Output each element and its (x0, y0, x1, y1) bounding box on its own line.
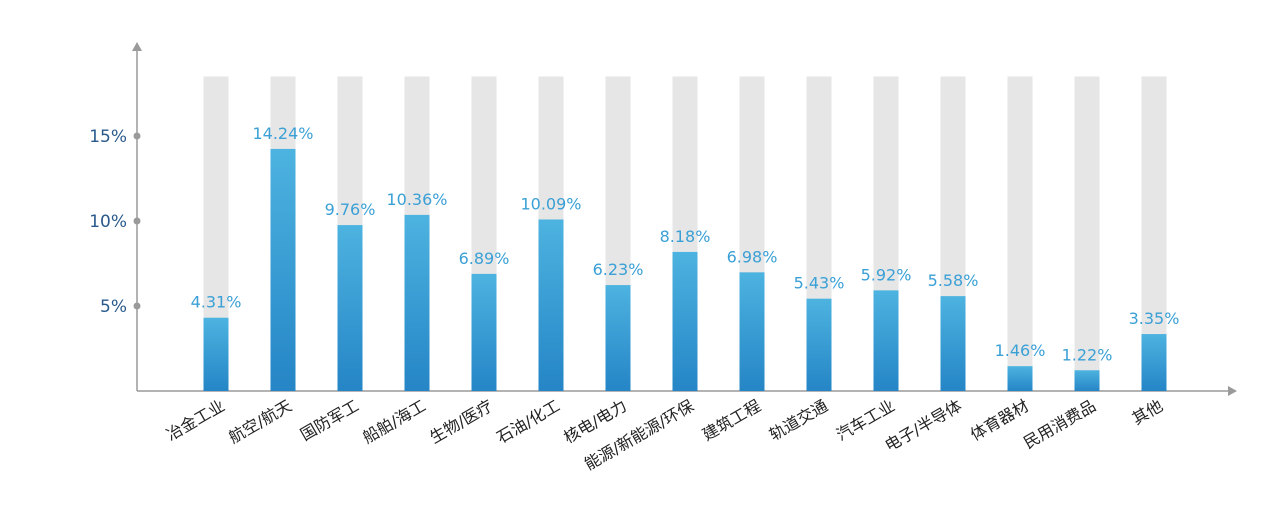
value-label-11: 5.58% (928, 271, 979, 290)
value-label-8: 6.98% (727, 247, 778, 266)
value-label-14: 3.35% (1129, 309, 1180, 328)
bar-3 (404, 214, 430, 391)
bar-6 (605, 285, 631, 391)
category-label-2: 国防军工 (297, 396, 362, 444)
value-label-5: 10.09% (520, 194, 581, 213)
y-tick-label-0: 5% (100, 297, 127, 317)
bar-1 (270, 148, 296, 391)
background-bar (1074, 76, 1100, 391)
category-label-14: 其他 (1129, 396, 1166, 428)
value-label-12: 1.46% (995, 341, 1046, 360)
bar-8 (739, 272, 765, 391)
category-label-8: 建筑工程 (699, 396, 764, 444)
y-axis-ticks: 5% 10% 15% (89, 127, 141, 317)
bar-14 (1141, 334, 1167, 391)
value-label-6: 6.23% (593, 260, 644, 279)
bar-10 (873, 290, 899, 391)
y-tick-dot (133, 132, 141, 140)
data-bars (203, 148, 1167, 391)
y-tick-label-1: 10% (89, 212, 127, 232)
value-label-4: 6.89% (459, 249, 510, 268)
category-label-11: 电子/半导体 (882, 396, 965, 455)
bar-2 (337, 225, 363, 391)
value-label-2: 9.76% (325, 200, 376, 219)
value-label-0: 4.31% (191, 293, 242, 312)
y-tick-label-2: 15% (89, 127, 127, 147)
category-label-13: 民用消费品 (1020, 396, 1099, 452)
value-labels: 4.31% 14.24% 9.76% 10.36% 6.89% 10.09% 6.23% 8.… (191, 124, 1180, 364)
value-label-10: 5.92% (861, 265, 912, 284)
category-label-1: 航空/航天 (225, 396, 295, 447)
value-label-13: 1.22% (1062, 345, 1113, 364)
value-label-1: 14.24% (252, 124, 313, 143)
background-bar (1007, 76, 1033, 391)
category-label-5: 石油/化工 (493, 396, 563, 447)
y-axis-arrow-icon (132, 42, 142, 51)
bar-7 (672, 251, 698, 391)
bar-9 (806, 298, 832, 391)
value-label-3: 10.36% (386, 190, 447, 209)
y-tick-dot (133, 217, 141, 225)
bar-12 (1007, 366, 1033, 391)
x-axis-arrow-icon (1228, 386, 1237, 396)
category-label-3: 船舶/海工 (359, 396, 429, 447)
bar-13 (1074, 370, 1100, 391)
bar-11 (940, 296, 966, 391)
bar-0 (203, 317, 229, 391)
category-label-4: 生物/医疗 (426, 396, 496, 447)
value-label-7: 8.18% (660, 227, 711, 246)
bar-5 (538, 219, 564, 391)
y-tick-dot (133, 302, 141, 310)
category-label-9: 轨道交通 (766, 396, 831, 444)
category-label-0: 冶金工业 (163, 396, 228, 444)
value-label-9: 5.43% (794, 274, 845, 293)
bar-4 (471, 273, 497, 391)
